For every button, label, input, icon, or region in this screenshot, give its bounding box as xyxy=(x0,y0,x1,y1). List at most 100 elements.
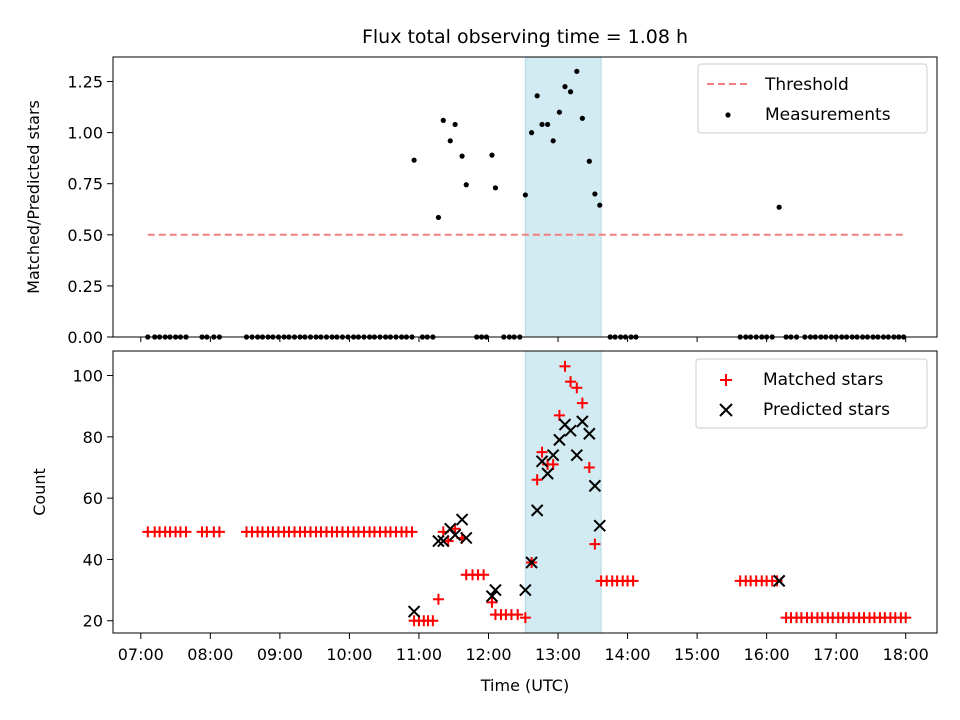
matched-star-point xyxy=(553,409,565,421)
bottom-x-axis: 07:00 08:00 09:00 10:00 11:00 12:00 13:00 14:00… xyxy=(118,633,929,664)
predicted-star-point xyxy=(535,455,549,468)
bottom-y-tick-label: 100 xyxy=(72,367,103,386)
legend-measurements-swatch xyxy=(725,112,731,118)
top-y-tick-label: 0.00 xyxy=(67,328,103,347)
measurement-point xyxy=(597,202,603,208)
predicted-star-point xyxy=(564,424,577,437)
matched-star-point xyxy=(180,526,192,538)
matched-star-point xyxy=(213,526,225,538)
matched-star-point xyxy=(531,474,543,486)
predicted-star-point xyxy=(570,449,584,462)
bottom-y-axis: 20 40 60 80 100 xyxy=(72,367,113,631)
x-tick-label: 17:00 xyxy=(813,645,859,664)
bottom-shaded-interval xyxy=(524,350,602,634)
matched-star-point xyxy=(571,382,583,394)
matched-star-point xyxy=(406,526,418,538)
measurement-point xyxy=(492,185,499,191)
measurement-point xyxy=(489,152,495,158)
legend-matched-label: Matched stars xyxy=(763,370,883,390)
predicted-star-point xyxy=(407,605,421,618)
matched-star-point xyxy=(536,446,548,458)
measurement-point xyxy=(463,182,469,188)
top-y-tick-label: 0.75 xyxy=(67,175,103,194)
measurement-point xyxy=(776,204,782,210)
measurement-point xyxy=(586,158,592,164)
bottom-points-layer xyxy=(142,360,912,627)
x-tick-label: 14:00 xyxy=(605,645,651,664)
legend-predicted-label: Predicted stars xyxy=(763,400,890,420)
matched-star-point xyxy=(486,596,498,608)
predicted-star-point xyxy=(546,449,560,462)
bottom-y-tick-label: 80 xyxy=(83,428,103,447)
measurement-point xyxy=(452,121,458,128)
matched-star-point xyxy=(519,612,531,624)
predicted-star-point xyxy=(437,534,450,548)
matched-star-point xyxy=(547,458,559,470)
matched-star-point xyxy=(627,575,639,587)
top-plot-frame xyxy=(112,56,938,338)
predicted-star-point xyxy=(448,528,462,542)
top-y-tick-label: 0.25 xyxy=(67,277,103,296)
measurement-point xyxy=(562,84,568,90)
bottom-y-axis-label: Count xyxy=(30,468,49,516)
top-y-axis: 0.00 0.25 0.50 0.75 1.00 1.25 xyxy=(67,73,113,347)
predicted-star-point xyxy=(576,415,589,428)
bottom-legend: Matched stars Predicted stars xyxy=(695,358,928,429)
x-tick-label: 18:00 xyxy=(883,645,929,664)
predicted-star-point xyxy=(553,433,566,447)
measurement-point xyxy=(539,121,545,128)
measurement-point xyxy=(567,89,574,95)
top-legend-box xyxy=(697,63,928,134)
matched-star-point xyxy=(559,360,571,372)
predicted-star-point xyxy=(460,531,473,545)
matched-star-point xyxy=(589,538,601,550)
top-shaded-interval xyxy=(524,56,602,338)
shaded-interval-rect xyxy=(524,56,602,338)
matched-star-point xyxy=(771,575,783,587)
x-tick-label: 13:00 xyxy=(535,645,581,664)
matched-star-point xyxy=(478,569,490,581)
x-tick-label: 10:00 xyxy=(326,645,372,664)
measurement-point xyxy=(574,68,580,74)
measurement-point xyxy=(534,93,540,99)
x-tick-label: 07:00 xyxy=(118,645,164,664)
measurement-point xyxy=(447,138,453,144)
x-tick-label: 15:00 xyxy=(674,645,720,664)
bottom-panel: 20 40 60 80 100 07:00 08:00 09:00 10:00 11:00 12:… xyxy=(30,350,938,695)
predicted-star-point xyxy=(772,574,786,588)
top-y-tick-label: 0.50 xyxy=(67,226,103,245)
bottom-y-tick-label: 40 xyxy=(83,550,103,569)
top-y-tick-label: 1.00 xyxy=(67,124,103,143)
predicted-star-point xyxy=(583,427,596,440)
shaded-interval-rect xyxy=(524,350,602,634)
legend-matched-swatch xyxy=(720,374,732,386)
predicted-star-point xyxy=(489,583,502,597)
measurement-point xyxy=(522,192,528,198)
bottom-plot-frame xyxy=(112,350,938,634)
matched-star-point xyxy=(432,593,444,605)
legend-measurements-label: Measurements xyxy=(765,105,891,125)
measurement-point xyxy=(435,214,442,221)
bottom-y-tick-label: 20 xyxy=(83,612,103,631)
measurement-point xyxy=(544,121,551,128)
measurement-point xyxy=(550,138,556,144)
measurement-point xyxy=(579,115,585,121)
measurement-point xyxy=(440,117,446,123)
predicted-star-point xyxy=(455,513,469,526)
legend-predicted-swatch xyxy=(719,403,733,417)
measurement-point xyxy=(529,130,535,136)
x-tick-label: 16:00 xyxy=(744,645,790,664)
top-chart-title: Flux total observing time = 1.08 h xyxy=(362,26,688,48)
top-y-axis-label: Matched/Predicted stars xyxy=(24,100,43,294)
matched-star-point xyxy=(565,376,577,388)
predicted-star-point xyxy=(530,504,544,517)
measurement-point xyxy=(556,109,563,115)
bottom-x-axis-label: Time (UTC) xyxy=(480,676,569,695)
matched-star-point xyxy=(427,615,439,627)
predicted-star-point xyxy=(541,467,554,480)
predicted-star-point xyxy=(593,519,606,532)
matched-star-point xyxy=(512,609,524,621)
bottom-y-tick-label: 60 xyxy=(83,489,103,508)
predicted-star-point xyxy=(432,534,445,548)
